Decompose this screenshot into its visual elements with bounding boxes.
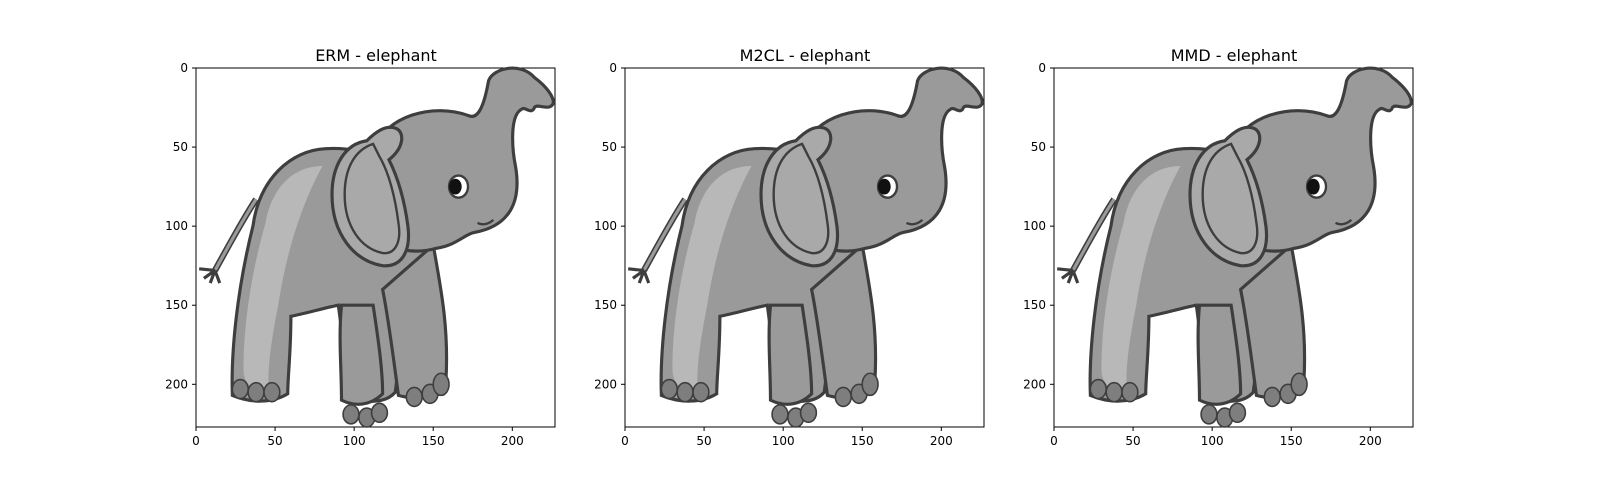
y-tick-label: 0 [180,61,188,75]
y-tick-label: 100 [594,219,617,233]
x-tick-label: 100 [1201,434,1224,448]
y-tick-label: 50 [1031,140,1046,154]
x-tick-label: 150 [422,434,445,448]
y-axis: 0 50 100 150 200 [165,61,196,391]
x-tick-label: 100 [343,434,366,448]
y-tick-label: 200 [594,377,617,391]
x-tick-label: 200 [930,434,953,448]
x-tick-label: 50 [696,434,711,448]
x-tick-label: 50 [1125,434,1140,448]
panel-title: ERM - elephant [315,46,437,65]
y-tick-label: 100 [1023,219,1046,233]
panel-erm: ERM - elephant 0 50 100 150 200 0 50 100 150 200 [165,46,555,448]
y-tick-label: 100 [165,219,188,233]
x-tick-label: 0 [1050,434,1058,448]
y-tick-label: 50 [602,140,617,154]
x-tick-label: 150 [1280,434,1303,448]
y-axis: 0 50 100 150 200 [1023,61,1054,391]
y-tick-label: 0 [609,61,617,75]
x-tick-label: 100 [772,434,795,448]
y-tick-label: 200 [165,377,188,391]
y-tick-label: 150 [1023,298,1046,312]
panel-mmd: MMD - elephant 0 50 100 150 200 0 50 100 150 200 [1023,46,1413,448]
y-axis: 0 50 100 150 200 [594,61,625,391]
x-axis: 0 50 100 150 200 [1050,427,1382,448]
y-tick-label: 200 [1023,377,1046,391]
x-axis: 0 50 100 150 200 [621,427,953,448]
y-tick-label: 0 [1038,61,1046,75]
x-tick-label: 200 [501,434,524,448]
y-tick-label: 150 [165,298,188,312]
panel-title: MMD - elephant [1171,46,1298,65]
x-tick-label: 200 [1359,434,1382,448]
x-axis: 0 50 100 150 200 [192,427,524,448]
panel-title: M2CL - elephant [740,46,871,65]
x-tick-label: 0 [621,434,629,448]
x-tick-label: 0 [192,434,200,448]
panel-m2cl: M2CL - elephant 0 50 100 150 200 0 50 100 150 20… [594,46,984,448]
y-tick-label: 50 [173,140,188,154]
y-tick-label: 150 [594,298,617,312]
x-tick-label: 50 [267,434,282,448]
x-tick-label: 150 [851,434,874,448]
